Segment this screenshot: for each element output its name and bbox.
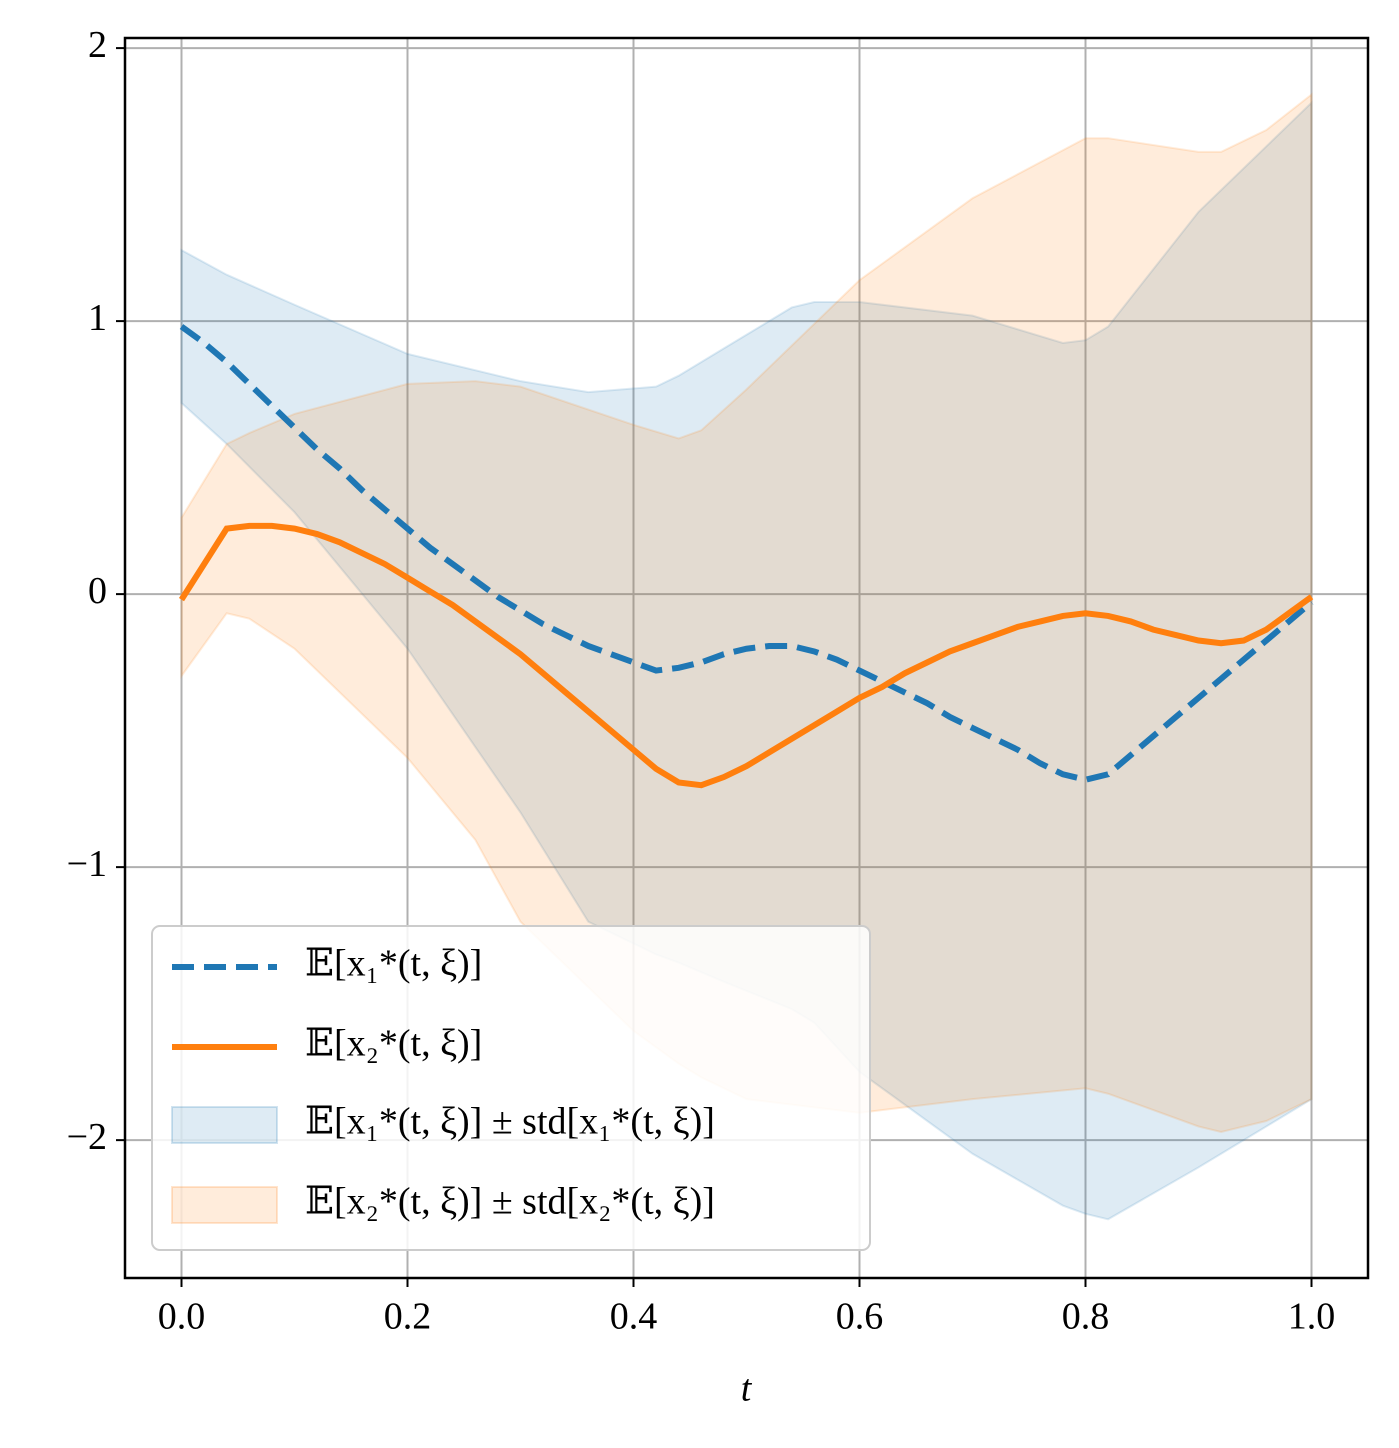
x-tick-label: 1.0 (1288, 1296, 1336, 1338)
y-tick-label: 0 (88, 570, 107, 612)
legend-handle (171, 1186, 278, 1224)
legend-label: 𝔼[x₂*(t, ξ)] (305, 1023, 482, 1065)
y-tick-label: 1 (88, 297, 107, 339)
legend-box (151, 925, 871, 1251)
line (178, 522, 1314, 789)
legend-label: 𝔼[x₂*(t, ξ)] ± std[x₂*(t, ξ)] (305, 1181, 715, 1223)
x-tick-label: 0.0 (158, 1296, 206, 1338)
x-axis-label: t (741, 1368, 753, 1410)
legend-handle (171, 1106, 278, 1144)
y-tick-label: −1 (67, 843, 107, 885)
line (179, 324, 1314, 783)
plot-area (125, 38, 1368, 1278)
legend-label: 𝔼[x₁*(t, ξ)] (305, 943, 482, 985)
x-tick-label: 0.6 (836, 1296, 884, 1338)
legend: 𝔼[x₁*(t, ξ)] 𝔼[x₂*(t, ξ)] 𝔼[x₁*(t, ξ)] ± s… (171, 943, 715, 1224)
axes-frame (123, 36, 1370, 1280)
legend-label: 𝔼[x₁*(t, ξ)] ± std[x₁*(t, ξ)] (305, 1101, 715, 1143)
x-tick-label: 0.4 (610, 1296, 658, 1338)
y-tick-label: −2 (67, 1116, 107, 1158)
std-band (180, 100, 1313, 1221)
x-tick-label: 0.2 (384, 1296, 432, 1338)
y-tick-label: 2 (88, 24, 107, 66)
x-tick-label: 0.8 (1062, 1296, 1110, 1338)
std-band (180, 92, 1313, 1133)
